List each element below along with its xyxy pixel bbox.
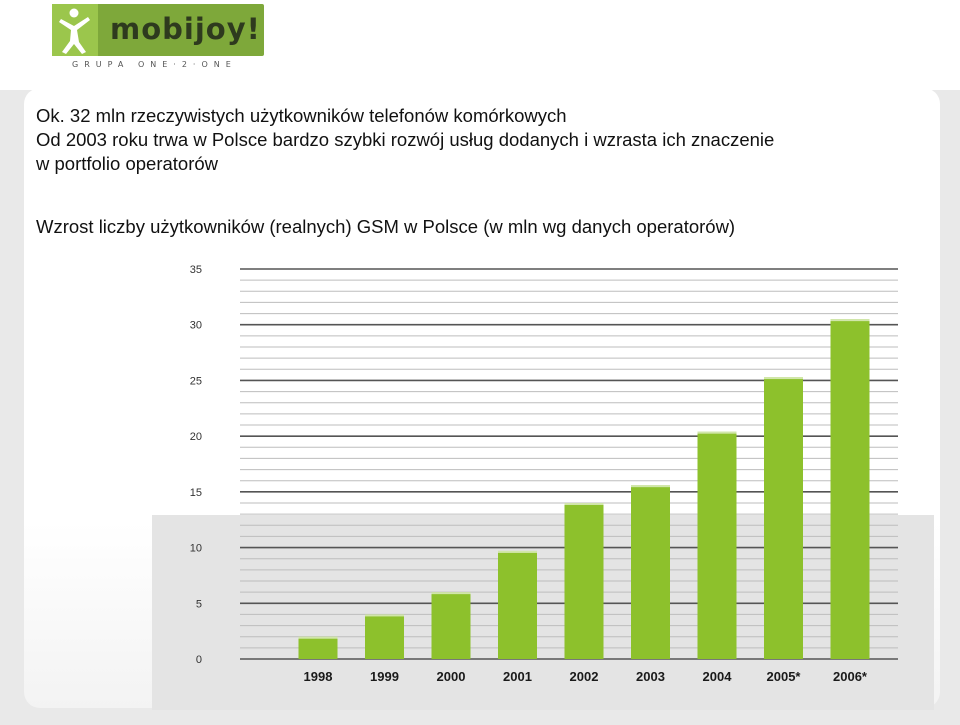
bar [631,485,670,659]
chart-title: Wzrost liczby użytkowników (realnych) GS… [36,216,736,237]
bar [564,503,604,659]
bar [298,636,338,659]
y-tick-label: 35 [190,264,202,276]
x-tick-label: 2000 [437,669,466,684]
bar-body [498,550,537,659]
bar [498,550,537,659]
intro-line-2: Od 2003 roku trwa w Polsce bardzo szybki… [36,129,775,150]
bar [697,431,737,659]
bar-body [697,431,737,659]
y-tick-label: 25 [190,375,202,387]
bar-body [431,592,471,659]
y-tick-label: 15 [190,487,202,499]
bar-highlight [830,319,870,322]
logo-text: mobijoy! [110,12,261,46]
y-tick-label: 30 [190,320,202,332]
bar-body [298,636,338,659]
bar-highlight [631,485,670,488]
intro-text: Ok. 32 mln rzeczywistych użytkowników te… [36,104,936,176]
bar-highlight [764,377,803,380]
logo-figure-icon [52,4,98,56]
bar-body [365,614,404,659]
bar-highlight [564,503,604,505]
bar [830,319,870,659]
bar-body [631,485,670,659]
logo: mobijoy! [52,4,264,56]
bar-chart: 0 5 10 15 20 25 30 35 1998 1999 2000 2001 2002 2003 20… [190,264,898,684]
bar-highlight [697,431,737,434]
x-tick-label: 2004 [703,669,733,684]
x-tick-label: 2005* [767,669,802,684]
x-tick-label: 2001 [503,669,532,684]
bar-highlight [498,550,537,553]
bar-highlight [365,614,404,617]
bar-body [830,319,870,659]
y-tick-label: 20 [190,431,202,443]
bar-body [764,377,803,659]
x-tick-label: 2002 [570,669,599,684]
intro-line-3: w portfolio operatorów [36,153,219,174]
bar [365,614,404,659]
bar-highlight [431,592,471,595]
bar [431,592,471,659]
bar-body [564,503,604,659]
x-tick-label: 2003 [636,669,665,684]
x-tick-label: 2006* [833,669,868,684]
y-tick-label: 0 [196,654,202,666]
header: mobijoy! GRUPA ONE·2·ONE [0,0,960,90]
intro-line-1: Ok. 32 mln rzeczywistych użytkowników te… [36,105,567,126]
bar-highlight [298,636,338,639]
x-tick-label: 1998 [304,669,333,684]
y-tick-label: 10 [190,543,202,555]
y-tick-label: 5 [196,598,202,610]
logo-tagline: GRUPA ONE·2·ONE [72,60,237,69]
bar [764,377,803,659]
x-tick-label: 1999 [370,669,399,684]
